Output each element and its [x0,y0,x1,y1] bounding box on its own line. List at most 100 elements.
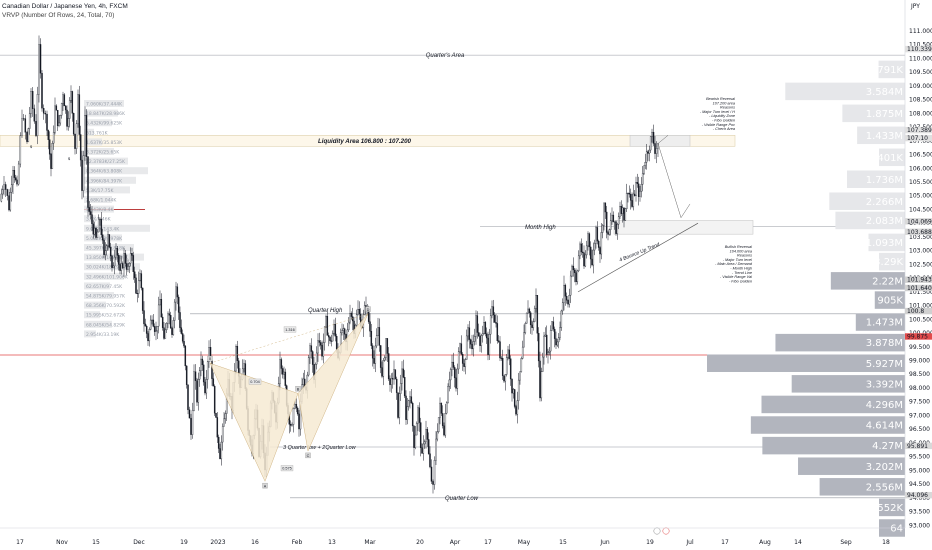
candle-body [459,343,461,352]
candle-body [649,136,652,151]
candle-body [131,253,133,256]
candle-body [601,225,604,233]
candle-body [580,243,583,253]
candle-body [223,418,225,427]
quarters-area-label: Quarter's Area [426,53,465,59]
candle-body [532,321,535,328]
candle-body [151,319,153,321]
candle-body [572,265,575,271]
candle-body [243,363,245,370]
candle-body [147,333,149,342]
candle-body [27,128,30,142]
candle-body [220,441,223,460]
event-icon[interactable] [662,527,670,535]
candle-body [127,266,129,270]
volume-profile-bar [855,313,905,331]
candle-body [8,195,10,211]
price-tick-label: 101.000 [909,303,932,310]
candle-body [401,368,403,384]
candle-body [491,306,493,316]
currency-label: JPY [910,3,920,10]
candle-body [379,345,382,368]
candle-body [211,360,213,379]
candle-body [296,407,299,415]
candle-body [9,192,12,211]
candle-body [111,255,113,268]
candle-body [341,330,343,334]
left-profile-label: 68.045K/54.829K [86,322,126,328]
date-tick-label: May [518,539,531,546]
left-profile-bar [84,311,100,319]
left-profile-label: 613.761K [86,130,109,136]
candle-body [652,131,655,144]
candle-body [33,108,36,122]
candle-body [495,322,497,324]
candle-body [181,333,184,342]
left-profile-label: 62.657K/97.45K [86,284,123,290]
candle-body [537,333,540,362]
left-profile-bar [84,100,124,107]
candle-body [437,417,440,433]
candle-body [405,395,407,420]
candle-body [483,322,485,334]
candle-body [399,383,402,394]
candle-body [579,243,581,257]
candle-body [383,357,386,361]
candle-body [627,192,629,194]
candle-body [560,310,563,328]
candle-body [499,341,501,359]
candle-body [62,94,64,104]
candle-body [625,193,628,210]
candle-body [521,346,524,359]
candle-body [596,227,599,242]
candle-body [421,447,423,454]
candle-body [42,108,45,114]
candle-body [202,364,205,383]
volume-profile-label: 3.878M [866,338,903,349]
volume-profile-bar [830,272,905,290]
volume-profile-label: 2.556M [866,482,903,493]
candle-body [117,255,120,265]
volume-profile-label: 905K [877,296,903,307]
candle-body [588,233,591,248]
candle-body [325,316,327,327]
left-profile-bar [84,186,130,194]
dollar-marker: $ [68,157,71,161]
harmonic-xd-line [209,313,369,364]
left-profile-label: 1.637K/35.853K [86,140,123,146]
candle-body [621,207,624,214]
candle-body [585,245,588,256]
price-tick-label: 103.500 [909,234,932,241]
volume-profile-label: 4.614M [866,421,903,432]
price-tick-label: 105.500 [909,179,932,186]
candle-body [3,184,5,190]
candle-body [488,334,491,355]
bullish-reason-line: - Main Area / Demand [715,262,753,266]
candle-body [235,346,237,372]
price-tick-label: 110.000 [909,55,932,62]
candle-body [611,214,613,221]
price-tick-label: 93.500 [909,509,930,516]
price-tick-label: 98.500 [909,371,930,378]
candle-body [104,250,107,255]
projection-arrow-down [657,143,691,219]
event-icon[interactable] [653,527,661,535]
candle-body [539,360,541,399]
harmonic-point-box [305,452,311,459]
candle-body [113,256,116,267]
candle-body [484,322,487,334]
candle-body [157,304,160,327]
candle-body [52,132,55,144]
left-profile-label: 4.396K/84.397K [86,178,123,184]
candle-body [116,248,119,256]
candle-body [64,105,67,111]
price-tick-label: 107.000 [909,138,932,145]
harmonic-point-box [365,306,371,312]
left-profile-bar [84,128,94,136]
candle-body [430,466,433,482]
candle-body [129,253,132,264]
candle-body [535,295,537,309]
candle-body [613,221,616,223]
candle-body [105,245,108,251]
